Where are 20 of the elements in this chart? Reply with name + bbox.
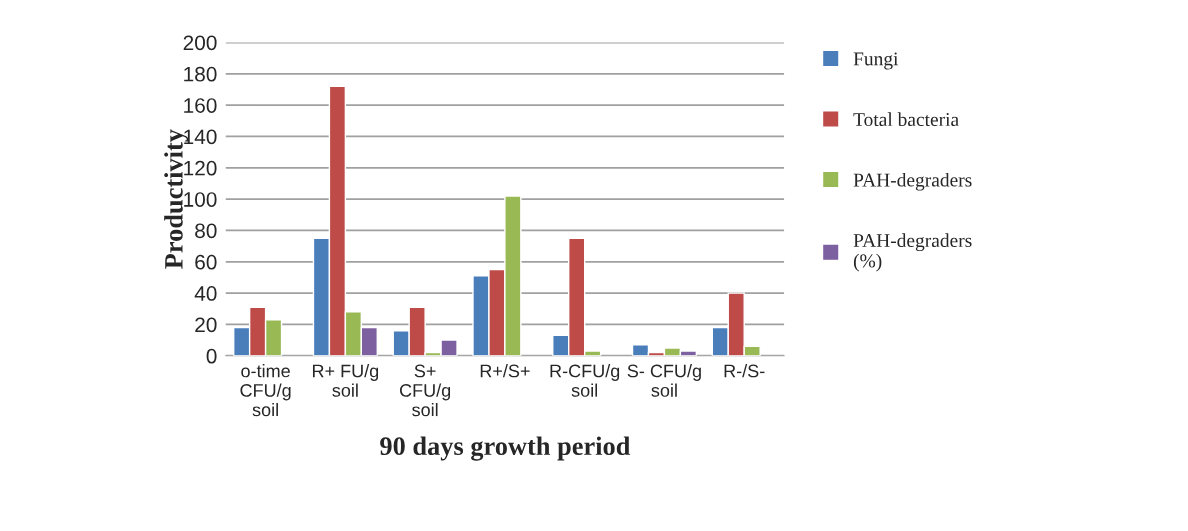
legend-label: Fungi — [853, 52, 899, 70]
legend-label: PAH-degraders (%) — [853, 233, 972, 272]
y-tick-label: 0 — [206, 348, 217, 364]
y-tick-label: 40 — [194, 286, 217, 301]
y-tick-label: 60 — [195, 254, 217, 270]
x-tick-label: S+ CFU/g soil — [399, 364, 451, 417]
x-axis-title: 90 days growth period — [380, 436, 631, 461]
x-tick-label: R-CFU/g soil — [550, 364, 620, 397]
y-tick-label: 180 — [184, 66, 217, 82]
x-tick-label: S- CFU/g soil — [627, 364, 701, 397]
x-tick-label: R+/S+ — [480, 364, 530, 378]
y-tick-label: 80 — [195, 223, 217, 239]
x-tick-label: R-/S- — [724, 364, 765, 378]
legend-label: PAH-degraders — [853, 172, 972, 191]
legend-label: Total bacteria — [853, 112, 959, 127]
y-tick-label: 20 — [195, 317, 217, 333]
x-tick-label: R+ FU/g soil — [312, 364, 379, 397]
y-tick-label: 160 — [184, 98, 217, 113]
y-tick-label: 200 — [183, 35, 217, 51]
x-tick-label: o-time CFU/g soil — [240, 364, 291, 417]
